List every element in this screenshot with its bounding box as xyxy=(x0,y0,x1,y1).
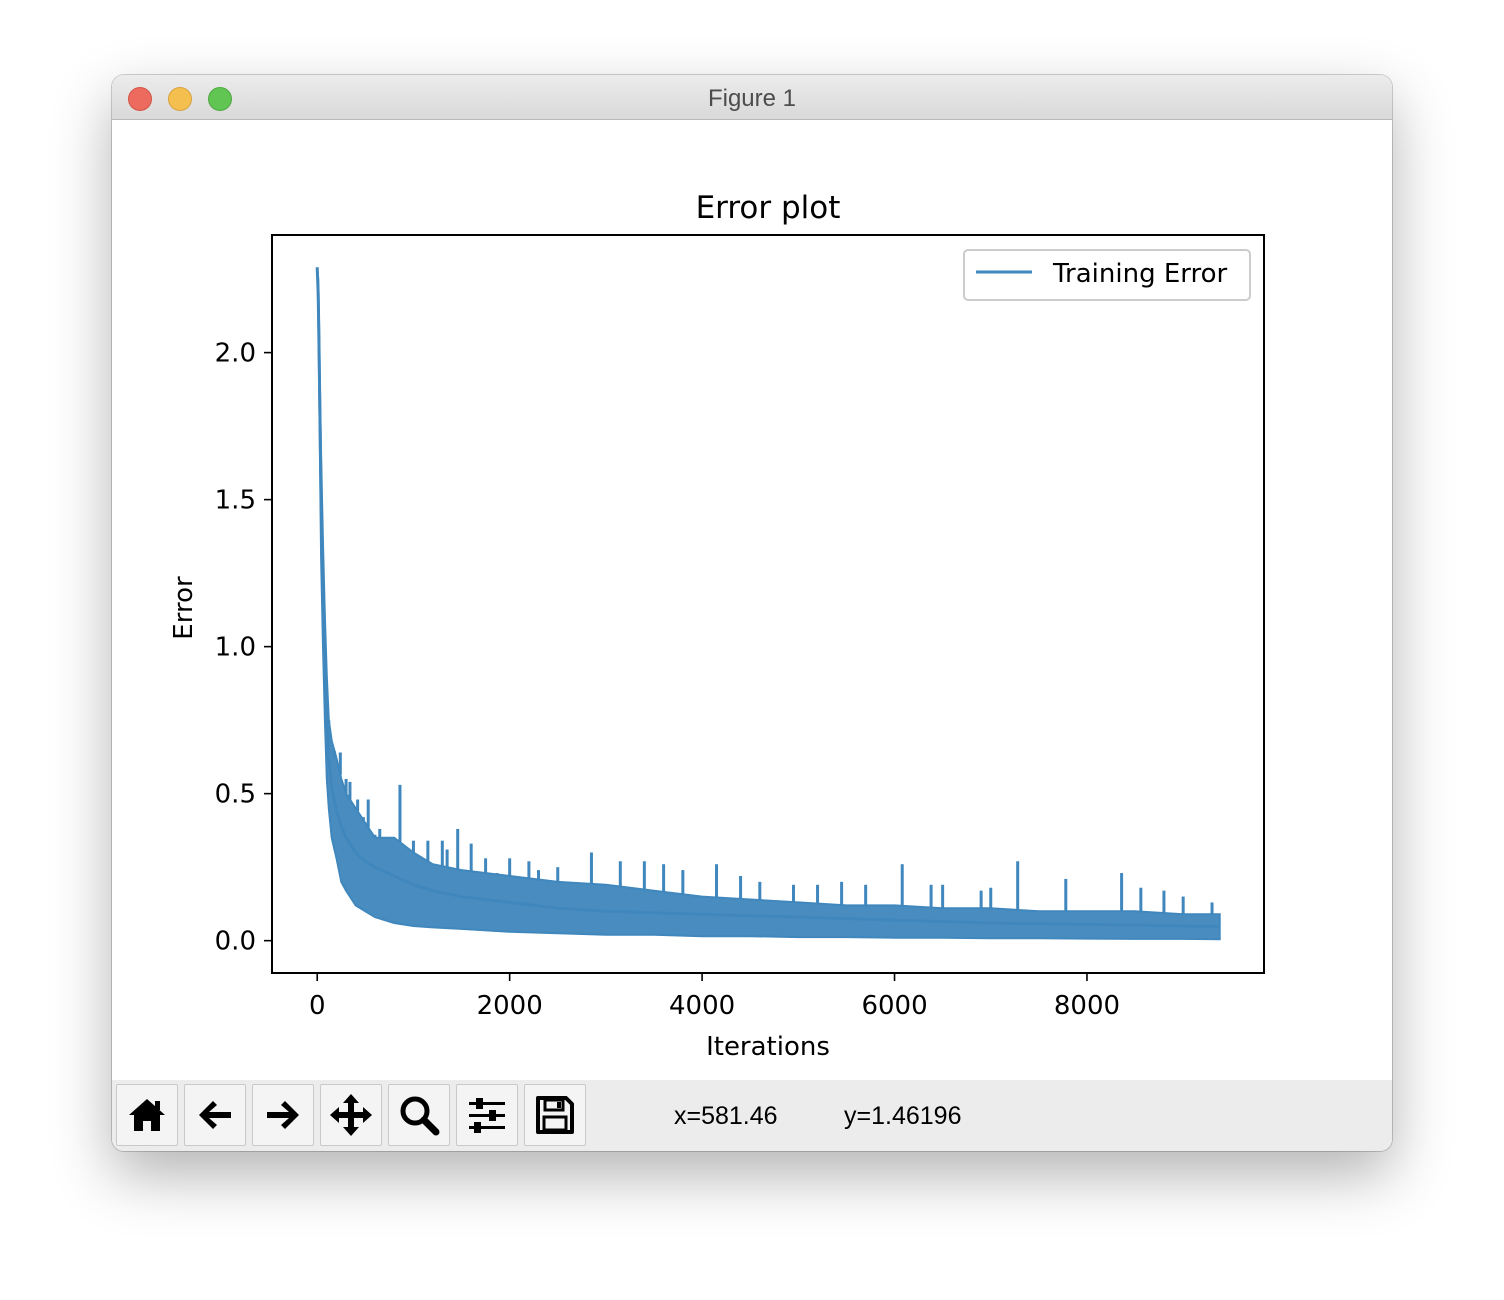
y-tick-label: 2.0 xyxy=(215,339,256,369)
y-tick-label: 1.5 xyxy=(215,486,256,516)
home-icon xyxy=(129,1099,165,1131)
pan-button[interactable] xyxy=(320,1084,382,1146)
x-axis-label: Iterations xyxy=(706,1032,830,1062)
floppy-disk-icon xyxy=(536,1096,574,1134)
close-window-button[interactable] xyxy=(128,87,152,111)
figure-window: Figure 1 Error plot 0 2000 4000 6000 8000 0.… xyxy=(112,75,1392,1151)
error-plot-chart[interactable]: Error plot 0 2000 4000 6000 8000 0.0 0.5 1.0 1.… xyxy=(112,120,1392,1080)
cursor-x-coordinate: x=581.46 xyxy=(674,1102,778,1130)
home-button[interactable] xyxy=(116,1084,178,1146)
x-tick-label: 4000 xyxy=(669,991,735,1021)
forward-button[interactable] xyxy=(252,1084,314,1146)
window-title: Figure 1 xyxy=(707,85,797,112)
figure-canvas[interactable]: Error plot 0 2000 4000 6000 8000 0.0 0.5 1.0 1.… xyxy=(112,120,1392,1080)
cursor-y-coordinate: y=1.46196 xyxy=(844,1102,962,1130)
legend-label: Training Error xyxy=(1052,259,1228,289)
y-tick-label: 0.0 xyxy=(215,927,256,957)
configure-subplots-button[interactable] xyxy=(456,1084,518,1146)
y-axis-label: Error xyxy=(169,576,199,640)
x-tick-label: 6000 xyxy=(861,991,927,1021)
arrow-left-icon xyxy=(199,1101,231,1129)
y-axis: 0.0 0.5 1.0 1.5 2.0 xyxy=(215,339,272,957)
minimize-window-button[interactable] xyxy=(168,87,192,111)
zoom-window-button[interactable] xyxy=(208,87,232,111)
x-tick-label: 8000 xyxy=(1054,991,1120,1021)
sliders-icon xyxy=(469,1098,505,1133)
magnifier-icon xyxy=(400,1096,440,1136)
legend-box xyxy=(963,249,1251,301)
chart-title: Error plot xyxy=(696,190,841,226)
error-band xyxy=(316,267,1221,941)
x-axis: 0 2000 4000 6000 8000 xyxy=(309,973,1120,1021)
x-tick-label: 2000 xyxy=(477,991,543,1021)
zoom-button[interactable] xyxy=(388,1084,450,1146)
plot-data-layer xyxy=(315,267,1221,941)
navigation-toolbar: x=581.46 y=1.46196 xyxy=(112,1080,1392,1151)
save-button[interactable] xyxy=(524,1084,586,1146)
training-error-line xyxy=(315,267,1220,928)
title-bar: Figure 1 xyxy=(112,75,1392,120)
move-icon xyxy=(330,1094,372,1136)
y-tick-label: 1.0 xyxy=(215,633,256,663)
back-button[interactable] xyxy=(184,1084,246,1146)
y-tick-label: 0.5 xyxy=(215,780,256,810)
arrow-right-icon xyxy=(267,1101,299,1129)
axes-frame xyxy=(271,234,1265,974)
x-tick-label: 0 xyxy=(309,991,326,1021)
legend: Training Error xyxy=(963,249,1251,301)
